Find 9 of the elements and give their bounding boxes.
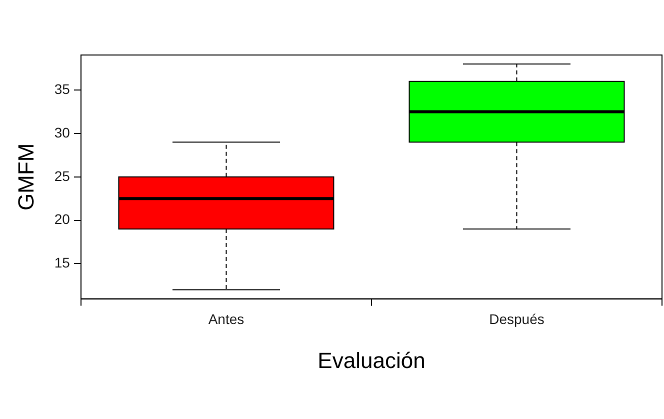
y-tick-label: 20 xyxy=(54,211,70,228)
x-tick-label: Después xyxy=(489,311,544,328)
x-axis-title: Evaluación xyxy=(318,348,426,373)
y-tick-label: 25 xyxy=(54,168,70,184)
y-tick-label: 30 xyxy=(54,124,70,140)
y-axis-title: GMFM xyxy=(13,143,38,210)
y-tick-label: 15 xyxy=(54,254,70,271)
x-tick-label: Antes xyxy=(208,311,244,328)
y-tick-label: 35 xyxy=(54,80,70,97)
